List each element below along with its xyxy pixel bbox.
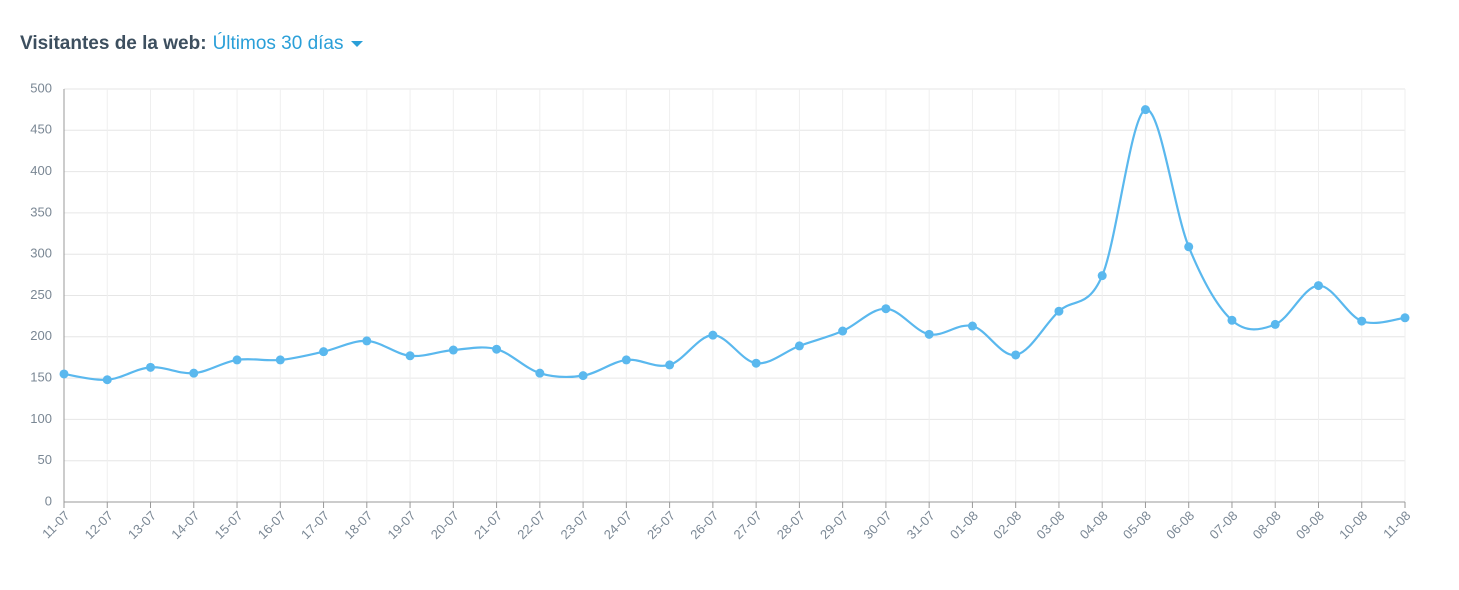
header: Visitantes de la web: Últimos 30 días — [20, 33, 363, 55]
point — [708, 330, 718, 340]
point — [189, 368, 199, 378]
x-tick-label: 24-07 — [601, 508, 635, 542]
x-tick-label: 08-08 — [1250, 508, 1284, 542]
point — [1140, 105, 1150, 115]
point — [275, 355, 285, 365]
x-tick-label: 21-07 — [471, 508, 505, 542]
point — [751, 358, 761, 368]
point — [967, 321, 977, 331]
x-tick-label: 26-07 — [687, 508, 721, 542]
point — [362, 336, 372, 346]
x-tick-label: 11-08 — [1380, 508, 1413, 541]
x-tick-label: 22-07 — [514, 508, 548, 542]
x-tick-label: 30-07 — [860, 508, 894, 542]
x-tick-label: 29-07 — [817, 508, 851, 542]
x-tick-label: 03-08 — [1033, 508, 1067, 542]
x-tick-label: 28-07 — [774, 508, 808, 542]
x-tick-label: 31-07 — [904, 508, 938, 542]
point — [146, 362, 156, 372]
y-tick-label: 500 — [30, 80, 52, 95]
x-tick-label: 19-07 — [384, 508, 418, 542]
y-tick-label: 50 — [38, 452, 52, 467]
chart-title: Visitantes de la web: — [20, 33, 207, 54]
x-tick-label: 15-07 — [211, 508, 245, 542]
point — [794, 341, 804, 351]
y-tick-label: 300 — [30, 246, 52, 261]
point — [1054, 306, 1064, 316]
point — [1227, 315, 1237, 325]
point — [1270, 319, 1280, 329]
x-tick-label: 16-07 — [255, 508, 289, 542]
x-tick-label: 06-08 — [1163, 508, 1197, 542]
x-tick-label: 04-08 — [1077, 508, 1111, 542]
point — [232, 355, 242, 365]
x-tick-label: 12-07 — [82, 508, 116, 542]
period-dropdown[interactable]: Últimos 30 días — [213, 33, 363, 55]
x-tick-label: 17-07 — [298, 508, 332, 542]
point — [1097, 271, 1107, 281]
y-tick-label: 150 — [30, 370, 52, 385]
x-tick-label: 27-07 — [731, 508, 765, 542]
x-tick-label: 20-07 — [428, 508, 462, 542]
x-tick-label: 13-07 — [125, 508, 159, 542]
x-tick-label: 23-07 — [558, 508, 592, 542]
point — [881, 304, 891, 314]
point — [319, 347, 329, 357]
point — [621, 355, 631, 365]
x-tick-label: 10-08 — [1336, 508, 1370, 542]
point — [448, 345, 458, 355]
y-tick-label: 200 — [30, 328, 52, 343]
point — [102, 375, 112, 385]
x-tick-label: 07-08 — [1206, 508, 1240, 542]
point — [59, 369, 69, 379]
period-label[interactable]: Últimos 30 días — [212, 33, 344, 54]
point — [1011, 350, 1021, 360]
dropdown-caret[interactable] — [350, 41, 363, 47]
y-tick-label: 250 — [30, 287, 52, 302]
line — [63, 108, 1406, 381]
x-tick-label: 09-08 — [1293, 508, 1327, 542]
point — [1313, 281, 1323, 291]
x-tick-label: 25-07 — [644, 508, 678, 542]
point — [1400, 313, 1410, 323]
point — [405, 351, 415, 361]
y-tick-label: 100 — [30, 411, 52, 426]
point — [492, 344, 502, 354]
y-tick-label: 350 — [30, 204, 52, 219]
point — [924, 329, 934, 339]
y-tick-label: 400 — [30, 163, 52, 178]
point — [578, 371, 588, 381]
x-tick-label: 01-08 — [947, 508, 981, 542]
point — [1184, 242, 1194, 252]
x-tick-label: 11-07 — [39, 508, 72, 541]
x-tick-label: 18-07 — [341, 508, 375, 542]
point — [1357, 316, 1367, 326]
point — [838, 326, 848, 336]
point — [665, 360, 675, 370]
y-tick-label: 0 — [45, 493, 52, 508]
x-tick-label: 05-08 — [1120, 508, 1154, 542]
x-tick-label: 02-08 — [990, 508, 1024, 542]
point — [535, 368, 545, 378]
x-tick-label: 14-07 — [168, 508, 202, 542]
y-tick-label: 450 — [30, 122, 52, 137]
